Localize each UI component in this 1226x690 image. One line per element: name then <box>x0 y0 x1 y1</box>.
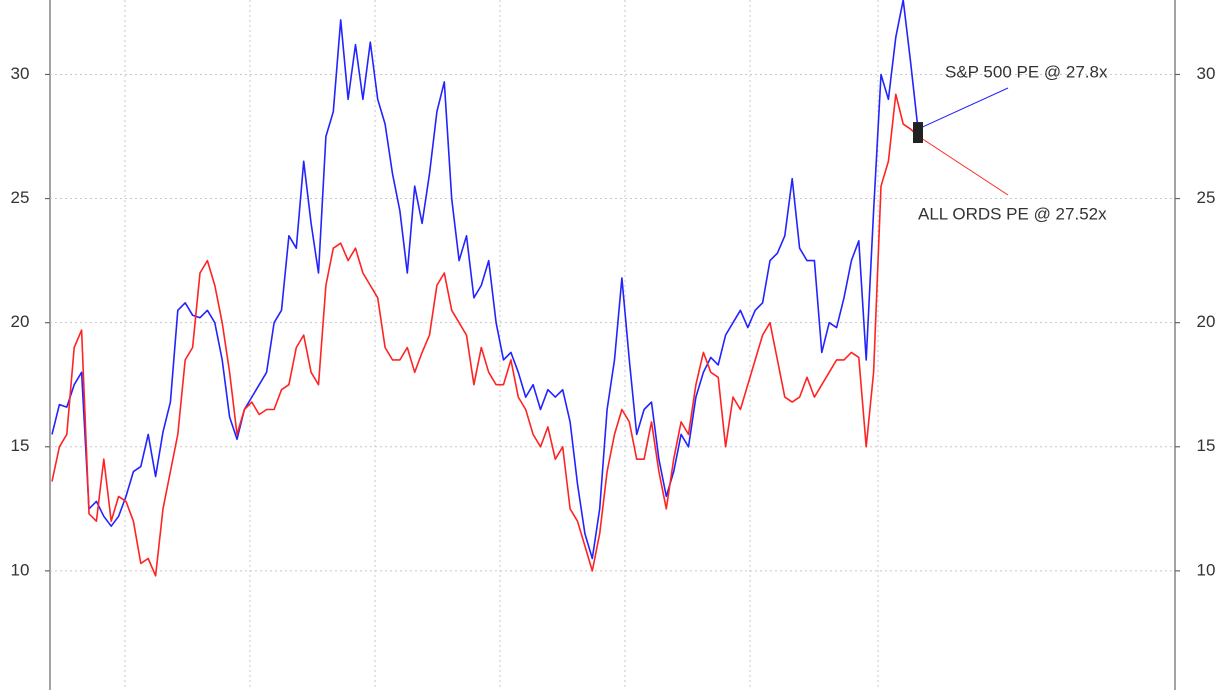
y-tick-label: 15 <box>11 436 30 455</box>
vertical-grid <box>124 0 879 690</box>
series-line <box>51 0 919 560</box>
annotation: S&P 500 PE @ 27.8x <box>945 62 1108 81</box>
series-line <box>51 93 919 577</box>
annotation-connector <box>917 135 1009 196</box>
y-tick-label: 20 <box>11 312 30 331</box>
y-tick-label: 30 <box>11 64 30 83</box>
y-tick-label: 10 <box>11 560 30 579</box>
annotation-connector <box>917 87 1009 130</box>
annotation: ALL ORDS PE @ 27.52x <box>918 204 1107 223</box>
end-marker <box>913 122 923 144</box>
y2-tick-label: 15 <box>1197 436 1216 455</box>
y2-tick-label: 30 <box>1197 64 1216 83</box>
y2-tick-label: 25 <box>1197 188 1216 207</box>
y2-tick-label: 10 <box>1197 560 1216 579</box>
y-tick-label: 25 <box>11 188 30 207</box>
y2-tick-label: 20 <box>1197 312 1216 331</box>
